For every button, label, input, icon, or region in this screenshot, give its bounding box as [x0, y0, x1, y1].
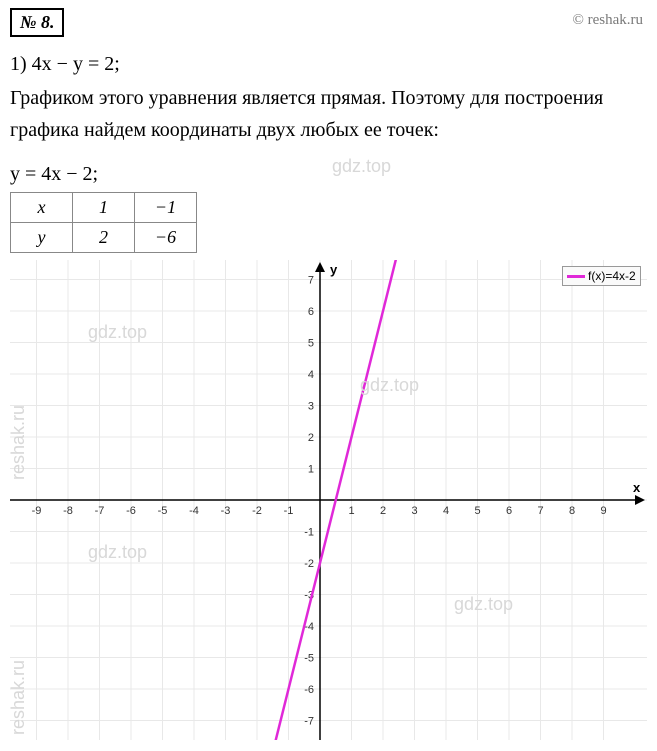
svg-text:7: 7: [537, 505, 543, 517]
svg-text:-7: -7: [95, 505, 105, 517]
svg-text:4: 4: [443, 505, 449, 517]
table-cell: −1: [135, 193, 197, 223]
svg-text:-5: -5: [304, 653, 314, 665]
page: № 8. © reshak.ru 1) 4x − y = 2; Графиком…: [0, 0, 657, 751]
svg-text:1: 1: [308, 464, 314, 476]
svg-text:2: 2: [308, 432, 314, 444]
problem-number-badge: № 8.: [10, 8, 64, 37]
svg-text:6: 6: [308, 306, 314, 318]
svg-text:7: 7: [308, 275, 314, 287]
svg-text:-6: -6: [126, 505, 136, 517]
table-row: x 1 −1: [11, 193, 197, 223]
svg-text:-9: -9: [32, 505, 42, 517]
svg-text:5: 5: [474, 505, 480, 517]
chart-svg: -9-8-7-6-5-4-3-2-1123456789-9-8-7-6-5-4-…: [10, 260, 647, 740]
svg-text:4: 4: [308, 369, 314, 381]
svg-text:-7: -7: [304, 716, 314, 728]
svg-text:-4: -4: [189, 505, 199, 517]
table-cell: y: [11, 223, 73, 253]
equation-2: y = 4x − 2;: [10, 158, 98, 190]
equation-1: 1) 4x − y = 2;: [10, 48, 120, 80]
svg-text:-1: -1: [304, 527, 314, 539]
table-cell: x: [11, 193, 73, 223]
svg-text:-3: -3: [221, 505, 231, 517]
table-row: y 2 −6: [11, 223, 197, 253]
svg-text:-1: -1: [284, 505, 294, 517]
legend-box: f(x)=4x-2: [562, 266, 641, 286]
svg-text:-2: -2: [304, 558, 314, 570]
svg-text:3: 3: [308, 401, 314, 413]
chart-container: -9-8-7-6-5-4-3-2-1123456789-9-8-7-6-5-4-…: [10, 260, 647, 740]
svg-text:-8: -8: [63, 505, 73, 517]
watermark-top: gdz.top: [332, 156, 391, 177]
svg-text:-2: -2: [252, 505, 262, 517]
copyright-text: © reshak.ru: [572, 12, 643, 29]
svg-text:y: y: [330, 262, 338, 277]
legend-label: f(x)=4x-2: [588, 269, 636, 283]
points-table: x 1 −1 y 2 −6: [10, 192, 197, 253]
table-cell: −6: [135, 223, 197, 253]
svg-text:9: 9: [600, 505, 606, 517]
svg-text:6: 6: [506, 505, 512, 517]
svg-text:5: 5: [308, 338, 314, 350]
svg-text:1: 1: [348, 505, 354, 517]
svg-text:x: x: [633, 480, 641, 495]
svg-text:8: 8: [569, 505, 575, 517]
legend-line: [567, 275, 585, 278]
table-cell: 2: [73, 223, 135, 253]
svg-text:-5: -5: [158, 505, 168, 517]
explanation-paragraph: Графиком этого уравнения является прямая…: [10, 82, 630, 146]
svg-text:-6: -6: [304, 684, 314, 696]
table-cell: 1: [73, 193, 135, 223]
svg-text:3: 3: [411, 505, 417, 517]
svg-text:2: 2: [380, 505, 386, 517]
